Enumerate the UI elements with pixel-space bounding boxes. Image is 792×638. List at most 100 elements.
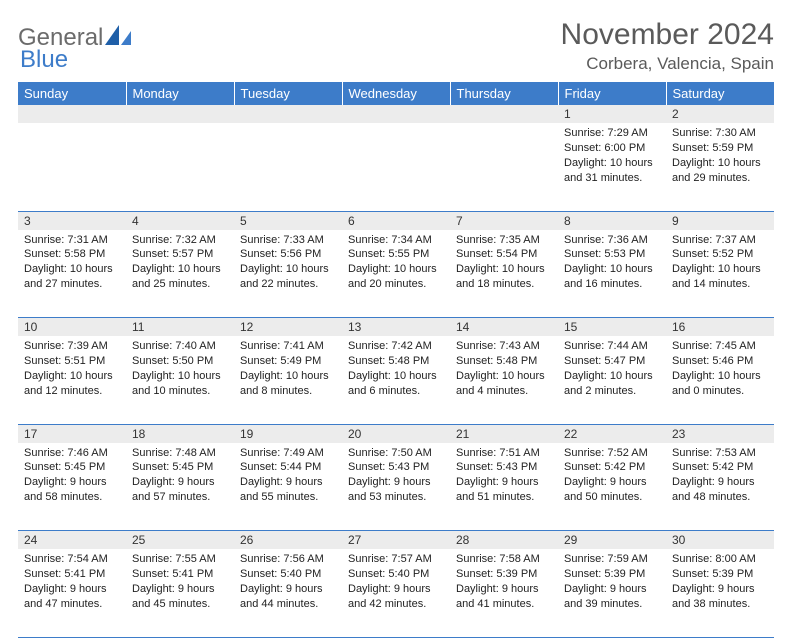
day-number	[126, 105, 234, 123]
day-cell: Sunrise: 7:31 AMSunset: 5:58 PMDaylight:…	[18, 230, 126, 318]
day-cell-content: Sunrise: 7:58 AMSunset: 5:39 PMDaylight:…	[450, 549, 558, 615]
title-block: November 2024 Corbera, Valencia, Spain	[561, 18, 774, 74]
day-number: 15	[558, 318, 666, 337]
day-number: 20	[342, 424, 450, 443]
day-cell: Sunrise: 7:30 AMSunset: 5:59 PMDaylight:…	[666, 123, 774, 211]
day-number: 16	[666, 318, 774, 337]
day-cell: Sunrise: 7:54 AMSunset: 5:41 PMDaylight:…	[18, 549, 126, 637]
day-cell-content: Sunrise: 7:29 AMSunset: 6:00 PMDaylight:…	[558, 123, 666, 189]
sunrise-text: Sunrise: 7:59 AM	[564, 552, 660, 567]
sunrise-text: Sunrise: 7:44 AM	[564, 339, 660, 354]
weekday-header: Monday	[126, 82, 234, 105]
weekday-header: Tuesday	[234, 82, 342, 105]
day-cell: Sunrise: 7:37 AMSunset: 5:52 PMDaylight:…	[666, 230, 774, 318]
day-cell: Sunrise: 7:51 AMSunset: 5:43 PMDaylight:…	[450, 443, 558, 531]
day-number: 26	[234, 531, 342, 550]
day-cell: Sunrise: 7:39 AMSunset: 5:51 PMDaylight:…	[18, 336, 126, 424]
logo-sail-icon	[105, 25, 131, 52]
day-number: 24	[18, 531, 126, 550]
sunrise-text: Sunrise: 7:51 AM	[456, 446, 552, 461]
day-number	[342, 105, 450, 123]
day-cell-content: Sunrise: 7:30 AMSunset: 5:59 PMDaylight:…	[666, 123, 774, 189]
day-number: 21	[450, 424, 558, 443]
day-number: 19	[234, 424, 342, 443]
daylight-text: Daylight: 10 hours and 22 minutes.	[240, 262, 336, 292]
day-cell-content: Sunrise: 7:46 AMSunset: 5:45 PMDaylight:…	[18, 443, 126, 509]
day-cell-content: Sunrise: 7:56 AMSunset: 5:40 PMDaylight:…	[234, 549, 342, 615]
sunrise-text: Sunrise: 7:55 AM	[132, 552, 228, 567]
daylight-text: Daylight: 10 hours and 25 minutes.	[132, 262, 228, 292]
sunset-text: Sunset: 5:56 PM	[240, 247, 336, 262]
day-cell	[450, 123, 558, 211]
sunset-text: Sunset: 5:39 PM	[456, 567, 552, 582]
daylight-text: Daylight: 9 hours and 48 minutes.	[672, 475, 768, 505]
day-cell: Sunrise: 7:41 AMSunset: 5:49 PMDaylight:…	[234, 336, 342, 424]
day-cell-content: Sunrise: 7:33 AMSunset: 5:56 PMDaylight:…	[234, 230, 342, 296]
sunrise-text: Sunrise: 7:40 AM	[132, 339, 228, 354]
sunset-text: Sunset: 5:57 PM	[132, 247, 228, 262]
day-number: 27	[342, 531, 450, 550]
day-cell-content	[450, 123, 558, 130]
day-cell: Sunrise: 7:53 AMSunset: 5:42 PMDaylight:…	[666, 443, 774, 531]
sunset-text: Sunset: 5:58 PM	[24, 247, 120, 262]
day-number: 5	[234, 211, 342, 230]
daylight-text: Daylight: 9 hours and 39 minutes.	[564, 582, 660, 612]
day-cell-content: Sunrise: 7:36 AMSunset: 5:53 PMDaylight:…	[558, 230, 666, 296]
day-number: 30	[666, 531, 774, 550]
day-number: 22	[558, 424, 666, 443]
day-number	[18, 105, 126, 123]
day-cell-content	[234, 123, 342, 130]
sunset-text: Sunset: 5:46 PM	[672, 354, 768, 369]
day-number: 8	[558, 211, 666, 230]
daylight-text: Daylight: 9 hours and 55 minutes.	[240, 475, 336, 505]
sunset-text: Sunset: 5:41 PM	[132, 567, 228, 582]
sunrise-text: Sunrise: 7:42 AM	[348, 339, 444, 354]
sunrise-text: Sunrise: 7:53 AM	[672, 446, 768, 461]
week-row: Sunrise: 7:46 AMSunset: 5:45 PMDaylight:…	[18, 443, 774, 531]
sunset-text: Sunset: 5:51 PM	[24, 354, 120, 369]
day-cell-content: Sunrise: 8:00 AMSunset: 5:39 PMDaylight:…	[666, 549, 774, 615]
sunrise-text: Sunrise: 7:35 AM	[456, 233, 552, 248]
day-number: 4	[126, 211, 234, 230]
sunrise-text: Sunrise: 7:57 AM	[348, 552, 444, 567]
daylight-text: Daylight: 9 hours and 38 minutes.	[672, 582, 768, 612]
day-number: 11	[126, 318, 234, 337]
day-cell-content	[126, 123, 234, 130]
day-cell: Sunrise: 7:49 AMSunset: 5:44 PMDaylight:…	[234, 443, 342, 531]
sunrise-text: Sunrise: 7:58 AM	[456, 552, 552, 567]
day-cell-content: Sunrise: 7:59 AMSunset: 5:39 PMDaylight:…	[558, 549, 666, 615]
header: General November 2024 Corbera, Valencia,…	[18, 18, 774, 74]
day-cell-content: Sunrise: 7:32 AMSunset: 5:57 PMDaylight:…	[126, 230, 234, 296]
month-title: November 2024	[561, 18, 774, 52]
sunset-text: Sunset: 5:42 PM	[672, 460, 768, 475]
day-cell	[234, 123, 342, 211]
sunset-text: Sunset: 5:55 PM	[348, 247, 444, 262]
daylight-text: Daylight: 10 hours and 18 minutes.	[456, 262, 552, 292]
day-number: 18	[126, 424, 234, 443]
sunrise-text: Sunrise: 7:43 AM	[456, 339, 552, 354]
day-cell-content: Sunrise: 7:44 AMSunset: 5:47 PMDaylight:…	[558, 336, 666, 402]
day-cell-content: Sunrise: 7:49 AMSunset: 5:44 PMDaylight:…	[234, 443, 342, 509]
sunset-text: Sunset: 5:43 PM	[456, 460, 552, 475]
daynum-row: 17181920212223	[18, 424, 774, 443]
day-cell: Sunrise: 7:56 AMSunset: 5:40 PMDaylight:…	[234, 549, 342, 637]
sunrise-text: Sunrise: 7:45 AM	[672, 339, 768, 354]
day-cell: Sunrise: 7:45 AMSunset: 5:46 PMDaylight:…	[666, 336, 774, 424]
daylight-text: Daylight: 10 hours and 0 minutes.	[672, 369, 768, 399]
weekday-header: Saturday	[666, 82, 774, 105]
sunset-text: Sunset: 5:44 PM	[240, 460, 336, 475]
sunrise-text: Sunrise: 7:30 AM	[672, 126, 768, 141]
day-cell: Sunrise: 7:52 AMSunset: 5:42 PMDaylight:…	[558, 443, 666, 531]
daylight-text: Daylight: 10 hours and 29 minutes.	[672, 156, 768, 186]
day-cell: Sunrise: 7:57 AMSunset: 5:40 PMDaylight:…	[342, 549, 450, 637]
daynum-row: 3456789	[18, 211, 774, 230]
day-number: 1	[558, 105, 666, 123]
sunset-text: Sunset: 5:53 PM	[564, 247, 660, 262]
sunset-text: Sunset: 6:00 PM	[564, 141, 660, 156]
sunset-text: Sunset: 5:54 PM	[456, 247, 552, 262]
sunrise-text: Sunrise: 7:39 AM	[24, 339, 120, 354]
week-row: Sunrise: 7:29 AMSunset: 6:00 PMDaylight:…	[18, 123, 774, 211]
sunrise-text: Sunrise: 7:49 AM	[240, 446, 336, 461]
daylight-text: Daylight: 10 hours and 2 minutes.	[564, 369, 660, 399]
daylight-text: Daylight: 9 hours and 45 minutes.	[132, 582, 228, 612]
